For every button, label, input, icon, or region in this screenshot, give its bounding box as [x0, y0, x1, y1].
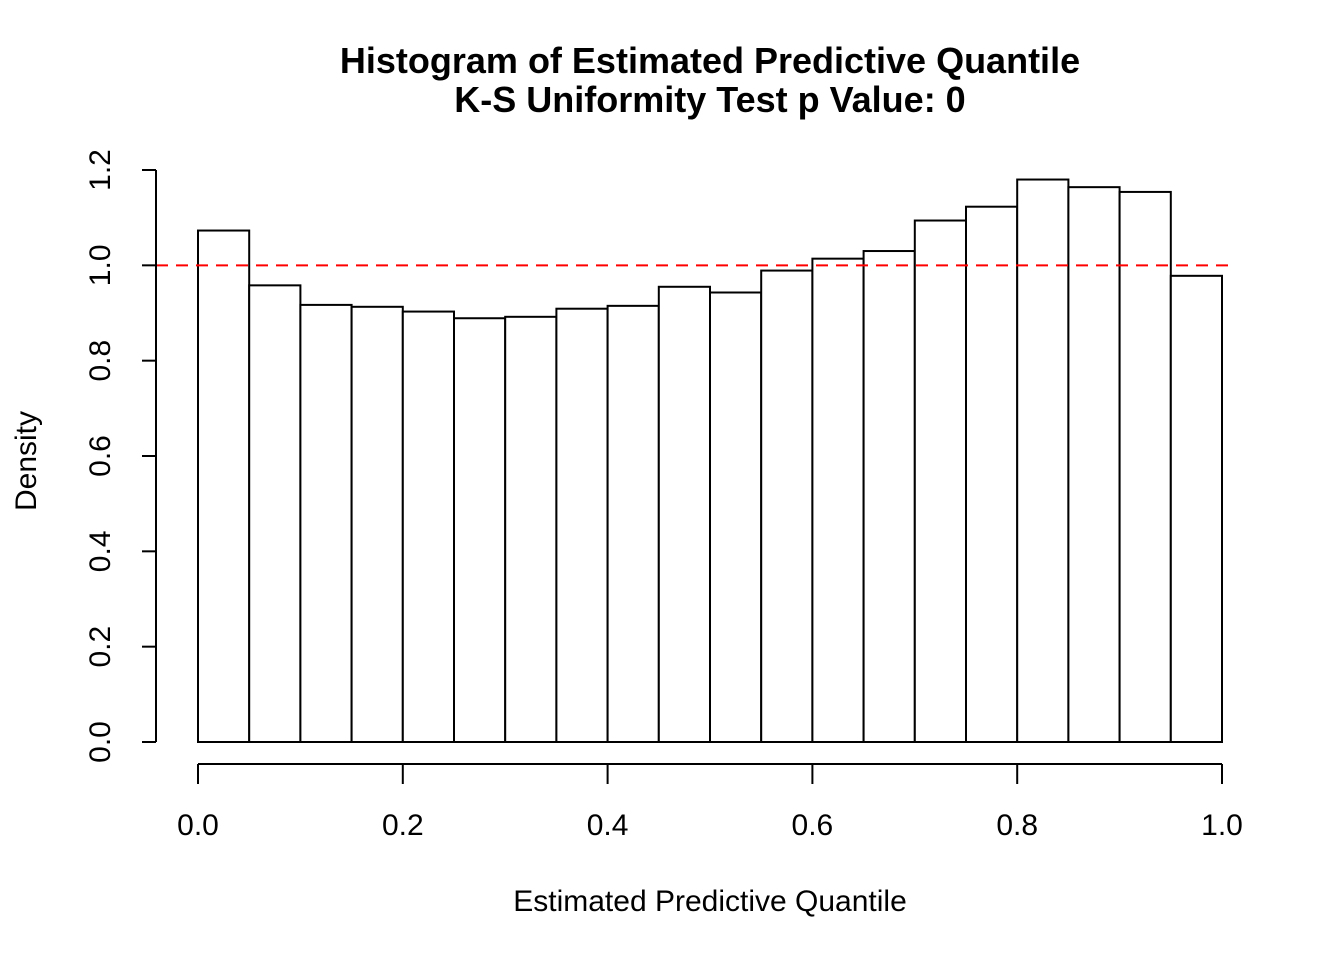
- x-axis-label: Estimated Predictive Quantile: [513, 885, 907, 918]
- x-tick-label: 0.8: [996, 809, 1038, 842]
- histogram-bar: [350, 305, 404, 743]
- chart-title: Histogram of Estimated Predictive Quanti…: [340, 40, 1080, 81]
- y-tick-label: 0.2: [84, 626, 117, 668]
- x-axis: 0.0 0.2 0.4 0.6 0.8 1.0: [177, 763, 1243, 842]
- histogram-bar: [760, 269, 814, 743]
- y-tick-label: 0.4: [84, 530, 117, 572]
- histogram-bar: [504, 315, 558, 743]
- histogram-bar: [657, 285, 711, 743]
- histogram-bar: [197, 229, 251, 744]
- histogram-bar: [811, 257, 865, 743]
- y-axis: 0.0 0.2 0.4 0.6 0.8 1.0 1.2: [84, 149, 157, 763]
- x-tick-label: 0.6: [792, 809, 834, 842]
- histogram-bar: [606, 304, 660, 743]
- x-tick-label: 0.2: [382, 809, 424, 842]
- histogram-bar: [1169, 274, 1224, 743]
- histogram-bar: [913, 219, 967, 743]
- histogram-bar: [862, 250, 916, 744]
- bars-group: [197, 178, 1224, 744]
- chart-subtitle: K-S Uniformity Test p Value: 0: [454, 79, 965, 120]
- histogram-bar: [1067, 186, 1121, 744]
- y-tick-label: 0.0: [84, 721, 117, 763]
- x-tick-label: 0.0: [177, 809, 219, 842]
- histogram-bar: [1118, 190, 1172, 743]
- y-axis-label: Density: [10, 411, 43, 511]
- histogram-bar: [709, 291, 763, 743]
- histogram-bar: [555, 307, 609, 743]
- y-tick-label: 1.0: [84, 244, 117, 286]
- x-tick-label: 0.4: [587, 809, 629, 842]
- histogram-bar: [965, 205, 1019, 744]
- y-tick-label: 1.2: [84, 149, 117, 191]
- y-tick-label: 0.8: [84, 340, 117, 382]
- histogram-bar: [1016, 178, 1070, 744]
- y-tick-label: 0.6: [84, 435, 117, 477]
- histogram-bar: [401, 310, 455, 743]
- x-tick-label: 1.0: [1201, 809, 1243, 842]
- histogram-bar: [248, 284, 302, 743]
- histogram-bar: [299, 303, 353, 743]
- histogram-bar: [453, 317, 507, 743]
